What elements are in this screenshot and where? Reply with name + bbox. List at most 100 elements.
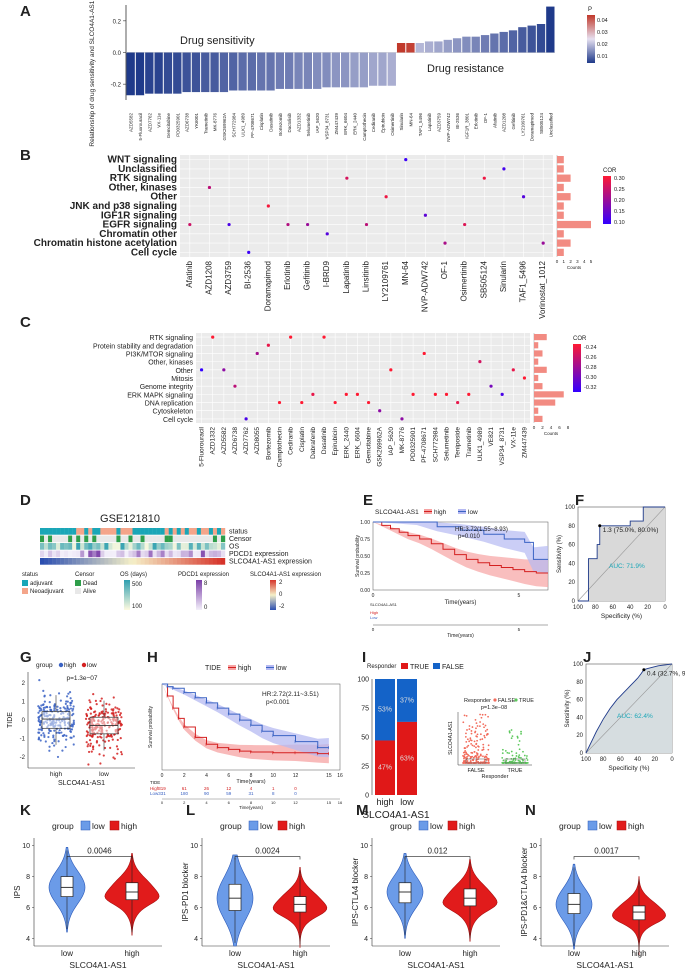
data-point [266,343,270,347]
y-tick-label: 6 [26,905,30,912]
sub-legend-label: TRUE [519,698,534,704]
heatmap-cell [132,558,137,565]
heatmap-cell [132,550,137,558]
y-tick-label: 0 [580,751,584,757]
y-tick-label: 4 [194,936,198,943]
sub-x-axis-title: Responder [482,774,509,780]
x-tick-label: high [124,949,139,958]
data-point [105,702,108,705]
x-tick-label: MN-64 [408,113,413,127]
roc-curve [585,663,673,754]
data-point [114,706,117,709]
bar [341,52,350,88]
panel-label-e: E [363,492,373,509]
data-point [95,703,98,706]
y-category-label: Protein stability and degradation [93,343,193,350]
box-high [463,888,477,907]
y-category-label: Cell cycle [163,417,193,424]
heatmap-cell [72,550,77,558]
heatmap-cell [144,528,149,535]
legend-item-label: low [599,821,613,831]
bar [452,38,462,53]
sub-data-point [475,722,478,725]
sub-data-point [463,757,465,760]
sub-data-point [508,760,511,763]
data-point [102,754,105,757]
data-point [100,697,103,700]
sub-data-point [487,758,490,761]
box-low [398,882,412,904]
data-point [277,400,282,405]
count-tick-label: 3 [576,259,579,264]
data-point [109,746,112,749]
heatmap-cell [120,558,125,565]
data-point [255,351,259,356]
bar [313,52,322,89]
panel-label-k: K [20,802,31,819]
data-point [57,692,61,695]
data-point [118,720,121,724]
heatmap-cell [124,528,129,535]
y-tick-label: 6 [194,905,198,912]
heatmap-cell [76,543,81,550]
data-point [86,708,90,711]
bar [126,52,135,96]
heatmap-cell [220,543,226,550]
data-point [72,735,75,738]
data-point [88,734,92,737]
x-tick-label: Dactolisib [287,113,292,133]
sub-data-point [477,745,480,748]
heatmap-cell [212,558,218,565]
y-category-label: Other [175,368,193,375]
sub-data-point [465,751,467,754]
count-bar [557,230,564,238]
x-axis-title: Time(years) [236,779,265,785]
data-point [57,731,60,734]
data-point [444,392,449,396]
sub-data-point [518,740,521,742]
legend-tick-label: 0.25 [614,187,625,193]
risk-table-title: SLCO4A1-AS1 [370,602,398,607]
heatmap-cell [164,543,169,550]
sub-data-point [465,715,468,717]
legend-swatch [433,663,440,669]
sub-data-point [475,742,478,745]
heatmap-cell [52,543,57,550]
sub-data-point [482,743,485,746]
data-point [53,709,56,712]
legend-item-label: high [64,662,77,669]
y-category-label: Chromatin histone acetylation [34,238,177,249]
bar [406,43,415,53]
heatmap-cell [76,528,81,535]
x-tick-label: MK-8776 [213,113,218,132]
legend-tick-label: -2 [279,604,285,610]
heatmap-cell [60,543,65,550]
heatmap-cell [148,543,153,550]
heatmap-cell [212,543,218,550]
count-tick-label: 1 [563,259,566,264]
sub-data-point [464,735,467,738]
y-axis-title: IPS-CTLA4 blocker [351,857,360,926]
heatmap-cell [184,535,190,543]
p-text: 0.0046 [87,847,112,856]
count-tick-label: 5 [590,259,593,264]
heatmap-cell [52,535,57,543]
data-point [69,701,72,705]
data-point [522,376,527,380]
data-point [311,392,315,396]
sub-data-point [501,752,504,755]
data-point [58,729,61,732]
x-category-label: TAF1_5496 [519,260,528,302]
data-point [47,731,50,735]
x-category-label: AZD6738 [232,427,239,455]
sub-data-point [470,739,473,742]
x-category-label: NVP-ADW742 [420,260,429,312]
x-tick-label: Camptothecin [362,113,367,141]
sub-legend-swatch [493,698,497,702]
x-tick-label: low [568,949,580,958]
sub-data-point [479,733,482,736]
heatmap-cell [88,543,93,550]
heatmap-cell [56,550,61,558]
p-text: p<0.001 [266,699,290,706]
y-tick-label: 60 [568,543,575,549]
